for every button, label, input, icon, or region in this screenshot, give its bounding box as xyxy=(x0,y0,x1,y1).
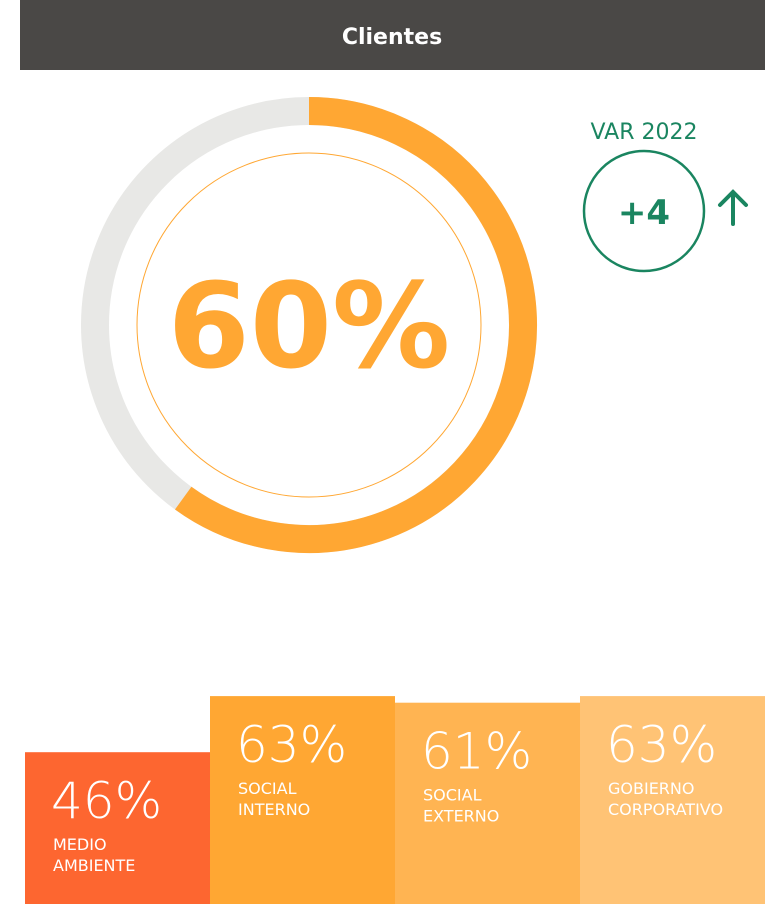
bar-category-label: SOCIAL EXTERNO xyxy=(423,786,499,826)
header-bar xyxy=(20,0,765,70)
bar xyxy=(210,696,395,904)
label-line: SOCIAL xyxy=(238,779,297,798)
variation: VAR 2022 +4 xyxy=(582,120,748,273)
variation-label: VAR 2022 xyxy=(591,120,698,145)
gauge-arc xyxy=(175,97,537,553)
bar-category-label: GOBIERNO CORPORATIVO xyxy=(608,779,723,819)
label-line: GOBIERNO xyxy=(608,779,694,798)
bar xyxy=(395,702,580,904)
label-line: SOCIAL xyxy=(423,786,482,805)
label-line: AMBIENTE xyxy=(53,856,135,875)
bar xyxy=(580,696,765,904)
variation-value: +4 xyxy=(618,193,670,233)
up-arrow-icon xyxy=(718,189,748,226)
bar-value-label: 61% xyxy=(421,723,532,781)
bar xyxy=(25,752,210,904)
bar-value-label: 46% xyxy=(51,772,162,830)
label-line: CORPORATIVO xyxy=(608,800,723,819)
bar-category-label: MEDIO AMBIENTE xyxy=(53,835,135,875)
label-line: INTERNO xyxy=(238,800,310,819)
header-title: Clientes xyxy=(342,25,442,50)
variation-circle xyxy=(582,149,706,273)
label-line: MEDIO xyxy=(53,835,107,854)
bar-value-label: 63% xyxy=(606,716,717,774)
gauge-value-label: 60% xyxy=(168,257,450,395)
bar-value-label: 63% xyxy=(236,716,347,774)
label-line: EXTERNO xyxy=(423,807,499,826)
bar-category-label: SOCIAL INTERNO xyxy=(238,779,310,819)
gauge-inner-ring xyxy=(136,152,482,498)
